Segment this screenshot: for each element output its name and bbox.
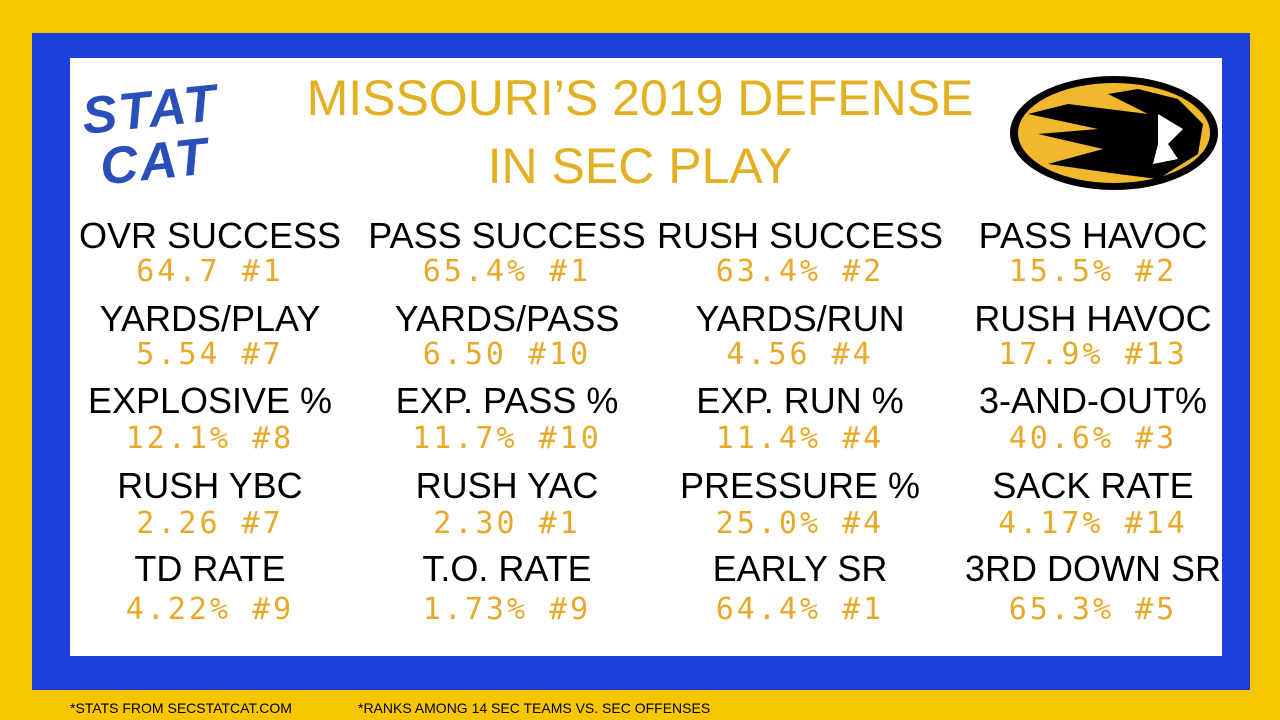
- stat-value: 11.7% #10: [412, 421, 602, 456]
- stat-value: 2.30 #1: [433, 506, 581, 541]
- stat-label: SACK RATE: [992, 465, 1194, 506]
- stat-value: 40.6% #3: [1008, 421, 1178, 456]
- stat-label: RUSH SUCCESS: [656, 215, 944, 256]
- stat-value: 17.9% #13: [998, 337, 1188, 372]
- stat-label: 3RD DOWN SR: [964, 548, 1221, 589]
- stat-value: 4.56 #4: [726, 337, 874, 372]
- stat-value: 1.73% #9: [422, 592, 592, 627]
- logo-text: CAT: [97, 127, 212, 197]
- stat-label: 3-AND-OUT%: [978, 380, 1207, 421]
- stat-label: RUSH YBC: [117, 465, 303, 506]
- stat-value: 64.4% #1: [715, 592, 885, 627]
- stat-label: YARDS/PLAY: [99, 298, 321, 339]
- stat-value: 12.1% #8: [125, 421, 295, 456]
- title: MISSOURI’S 2019 DEFENSE: [306, 70, 974, 126]
- stat-label: TD RATE: [134, 548, 286, 589]
- stat-value: 11.4% #4: [715, 421, 885, 456]
- stat-label: EXPLOSIVE %: [87, 380, 333, 421]
- stat-value: 25.0% #4: [715, 506, 885, 541]
- title: IN SEC PLAY: [487, 138, 793, 194]
- stat-label: EXP. PASS %: [395, 380, 619, 421]
- tiger-logo: [1010, 76, 1218, 190]
- stat-value: 4.17% #14: [998, 506, 1188, 541]
- footnote: *STATS FROM SECSTATCAT.COM: [70, 700, 292, 716]
- stat-value: 5.54 #7: [136, 337, 284, 372]
- stat-label: EXP. RUN %: [696, 380, 904, 421]
- stat-label: RUSH HAVOC: [974, 298, 1212, 339]
- stat-value: 65.4% #1: [422, 254, 592, 289]
- footnote: *RANKS AMONG 14 SEC TEAMS VS. SEC OFFENS…: [358, 700, 711, 716]
- stat-label: OVR SUCCESS: [78, 215, 342, 256]
- stat-label: PASS HAVOC: [978, 215, 1208, 256]
- stat-value: 4.22% #9: [125, 592, 295, 627]
- stat-value: 64.7 #1: [136, 254, 284, 289]
- stat-value: 6.50 #10: [422, 337, 592, 372]
- stat-label: PRESSURE %: [679, 465, 921, 506]
- stat-value: 63.4% #2: [715, 254, 885, 289]
- stat-label: EARLY SR: [712, 548, 888, 589]
- stat-label: PASS SUCCESS: [368, 215, 646, 256]
- stat-value: 15.5% #2: [1008, 254, 1178, 289]
- stat-label: YARDS/PASS: [394, 298, 620, 339]
- stat-label: RUSH YAC: [415, 465, 599, 506]
- stat-label: T.O. RATE: [422, 548, 592, 589]
- stat-label: YARDS/RUN: [695, 298, 905, 339]
- stat-value: 2.26 #7: [136, 506, 284, 541]
- stat-value: 65.3% #5: [1008, 592, 1178, 627]
